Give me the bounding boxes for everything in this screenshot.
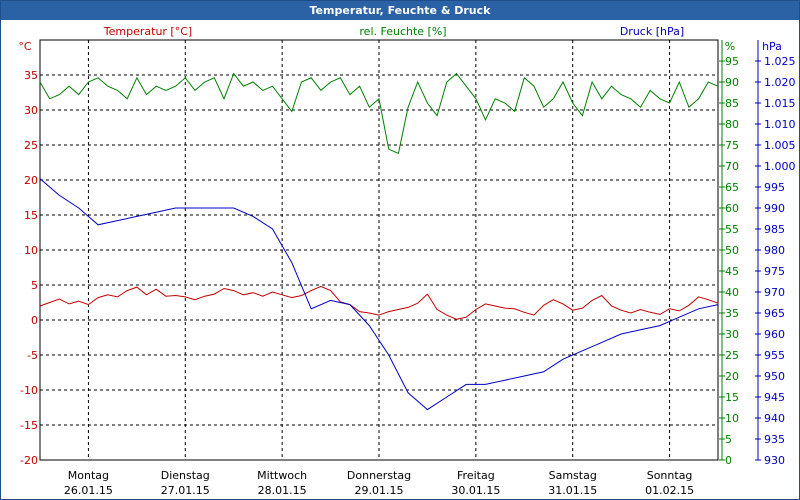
humidity-tick-label: 40: [725, 286, 739, 299]
pressure-tick-label: 1.020: [764, 76, 796, 89]
humidity-tick-label: 35: [725, 307, 739, 320]
temperature-tick-label: -5: [27, 349, 38, 362]
x-tick-date: 31.01.15: [548, 484, 597, 497]
temperature-tick-label: 20: [24, 174, 38, 187]
temperature-tick-label: 5: [31, 279, 38, 292]
humidity-legend: rel. Feuchte [%]: [359, 25, 446, 38]
x-tick-day: Sonntag: [647, 469, 693, 482]
chart-title: Temperatur, Feuchte & Druck: [309, 4, 491, 17]
x-tick-day: Donnerstag: [347, 469, 411, 482]
pressure-legend: Druck [hPa]: [620, 25, 684, 38]
pressure-tick-label: 985: [764, 223, 785, 236]
humidity-tick-label: 65: [725, 181, 739, 194]
pressure-tick-label: 975: [764, 265, 785, 278]
pressure-tick-label: 990: [764, 202, 785, 215]
humidity-tick-label: 45: [725, 265, 739, 278]
temperature-axis-unit: °C: [18, 40, 32, 53]
humidity-tick-label: 75: [725, 139, 739, 152]
series: [39, 72, 719, 411]
humidity-tick-label: 15: [725, 391, 739, 404]
temperature-legend: Temperatur [°C]: [103, 25, 192, 38]
humidity-axis-unit: %: [725, 40, 735, 53]
x-tick-day: Dienstag: [161, 469, 210, 482]
humidity-tick-label: 10: [725, 412, 739, 425]
x-tick-day: Freitag: [457, 469, 495, 482]
pressure-tick-label: 1.025: [764, 55, 796, 68]
x-tick-date: 27.01.15: [161, 484, 210, 497]
x-tick-date: 30.01.15: [451, 484, 500, 497]
humidity-tick-label: 85: [725, 97, 739, 110]
humidity-tick-label: 5: [725, 433, 732, 446]
temperature-series-line: [39, 285, 719, 320]
humidity-tick-label: 50: [725, 244, 739, 257]
x-tick-day: Mittwoch: [257, 469, 307, 482]
pressure-series-line: [39, 178, 719, 411]
temperature-tick-label: 35: [24, 69, 38, 82]
x-tick-date: 26.01.15: [64, 484, 113, 497]
x-tick-day: Montag: [68, 469, 109, 482]
axis-ticks: -20 -15 -10 -5 0 5 10 15 20 25 30 35 0 5 10 15 20 25 30 35 4…: [20, 40, 796, 497]
x-tick-day: Samstag: [549, 469, 597, 482]
x-tick-date: 29.01.15: [355, 484, 404, 497]
pressure-tick-label: 950: [764, 370, 785, 383]
pressure-tick-label: 955: [764, 349, 785, 362]
humidity-tick-label: 30: [725, 328, 739, 341]
pressure-axis-unit: hPa: [762, 40, 782, 53]
pressure-tick-label: 1.005: [764, 139, 796, 152]
humidity-series-line: [39, 72, 719, 155]
temperature-tick-label: -15: [20, 419, 38, 432]
x-tick-date: 01.02.15: [645, 484, 694, 497]
pressure-tick-label: 960: [764, 328, 785, 341]
pressure-tick-label: 970: [764, 286, 785, 299]
humidity-tick-label: 55: [725, 223, 739, 236]
humidity-tick-label: 20: [725, 370, 739, 383]
humidity-tick-label: 0: [725, 454, 732, 467]
pressure-tick-label: 965: [764, 307, 785, 320]
x-tick-date: 28.01.15: [258, 484, 307, 497]
pressure-tick-label: 940: [764, 412, 785, 425]
title-bar: Temperatur, Feuchte & Druck: [1, 1, 799, 20]
temperature-tick-label: 10: [24, 244, 38, 257]
temperature-tick-label: 15: [24, 209, 38, 222]
temperature-tick-label: 30: [24, 104, 38, 117]
humidity-tick-label: 95: [725, 55, 739, 68]
pressure-tick-label: 1.015: [764, 97, 796, 110]
pressure-tick-label: 980: [764, 244, 785, 257]
pressure-tick-label: 935: [764, 433, 785, 446]
pressure-tick-label: 995: [764, 181, 785, 194]
temperature-tick-label: 25: [24, 139, 38, 152]
humidity-tick-label: 70: [725, 160, 739, 173]
humidity-tick-label: 80: [725, 118, 739, 131]
pressure-tick-label: 930: [764, 454, 785, 467]
grid: [39, 39, 719, 461]
temperature-tick-label: -20: [20, 454, 38, 467]
temperature-tick-label: -10: [20, 384, 38, 397]
pressure-tick-label: 1.010: [764, 118, 796, 131]
humidity-tick-label: 90: [725, 76, 739, 89]
pressure-tick-label: 945: [764, 391, 785, 404]
pressure-tick-label: 1.000: [764, 160, 796, 173]
humidity-tick-label: 60: [725, 202, 739, 215]
humidity-tick-label: 25: [725, 349, 739, 362]
temperature-tick-label: 0: [31, 314, 38, 327]
